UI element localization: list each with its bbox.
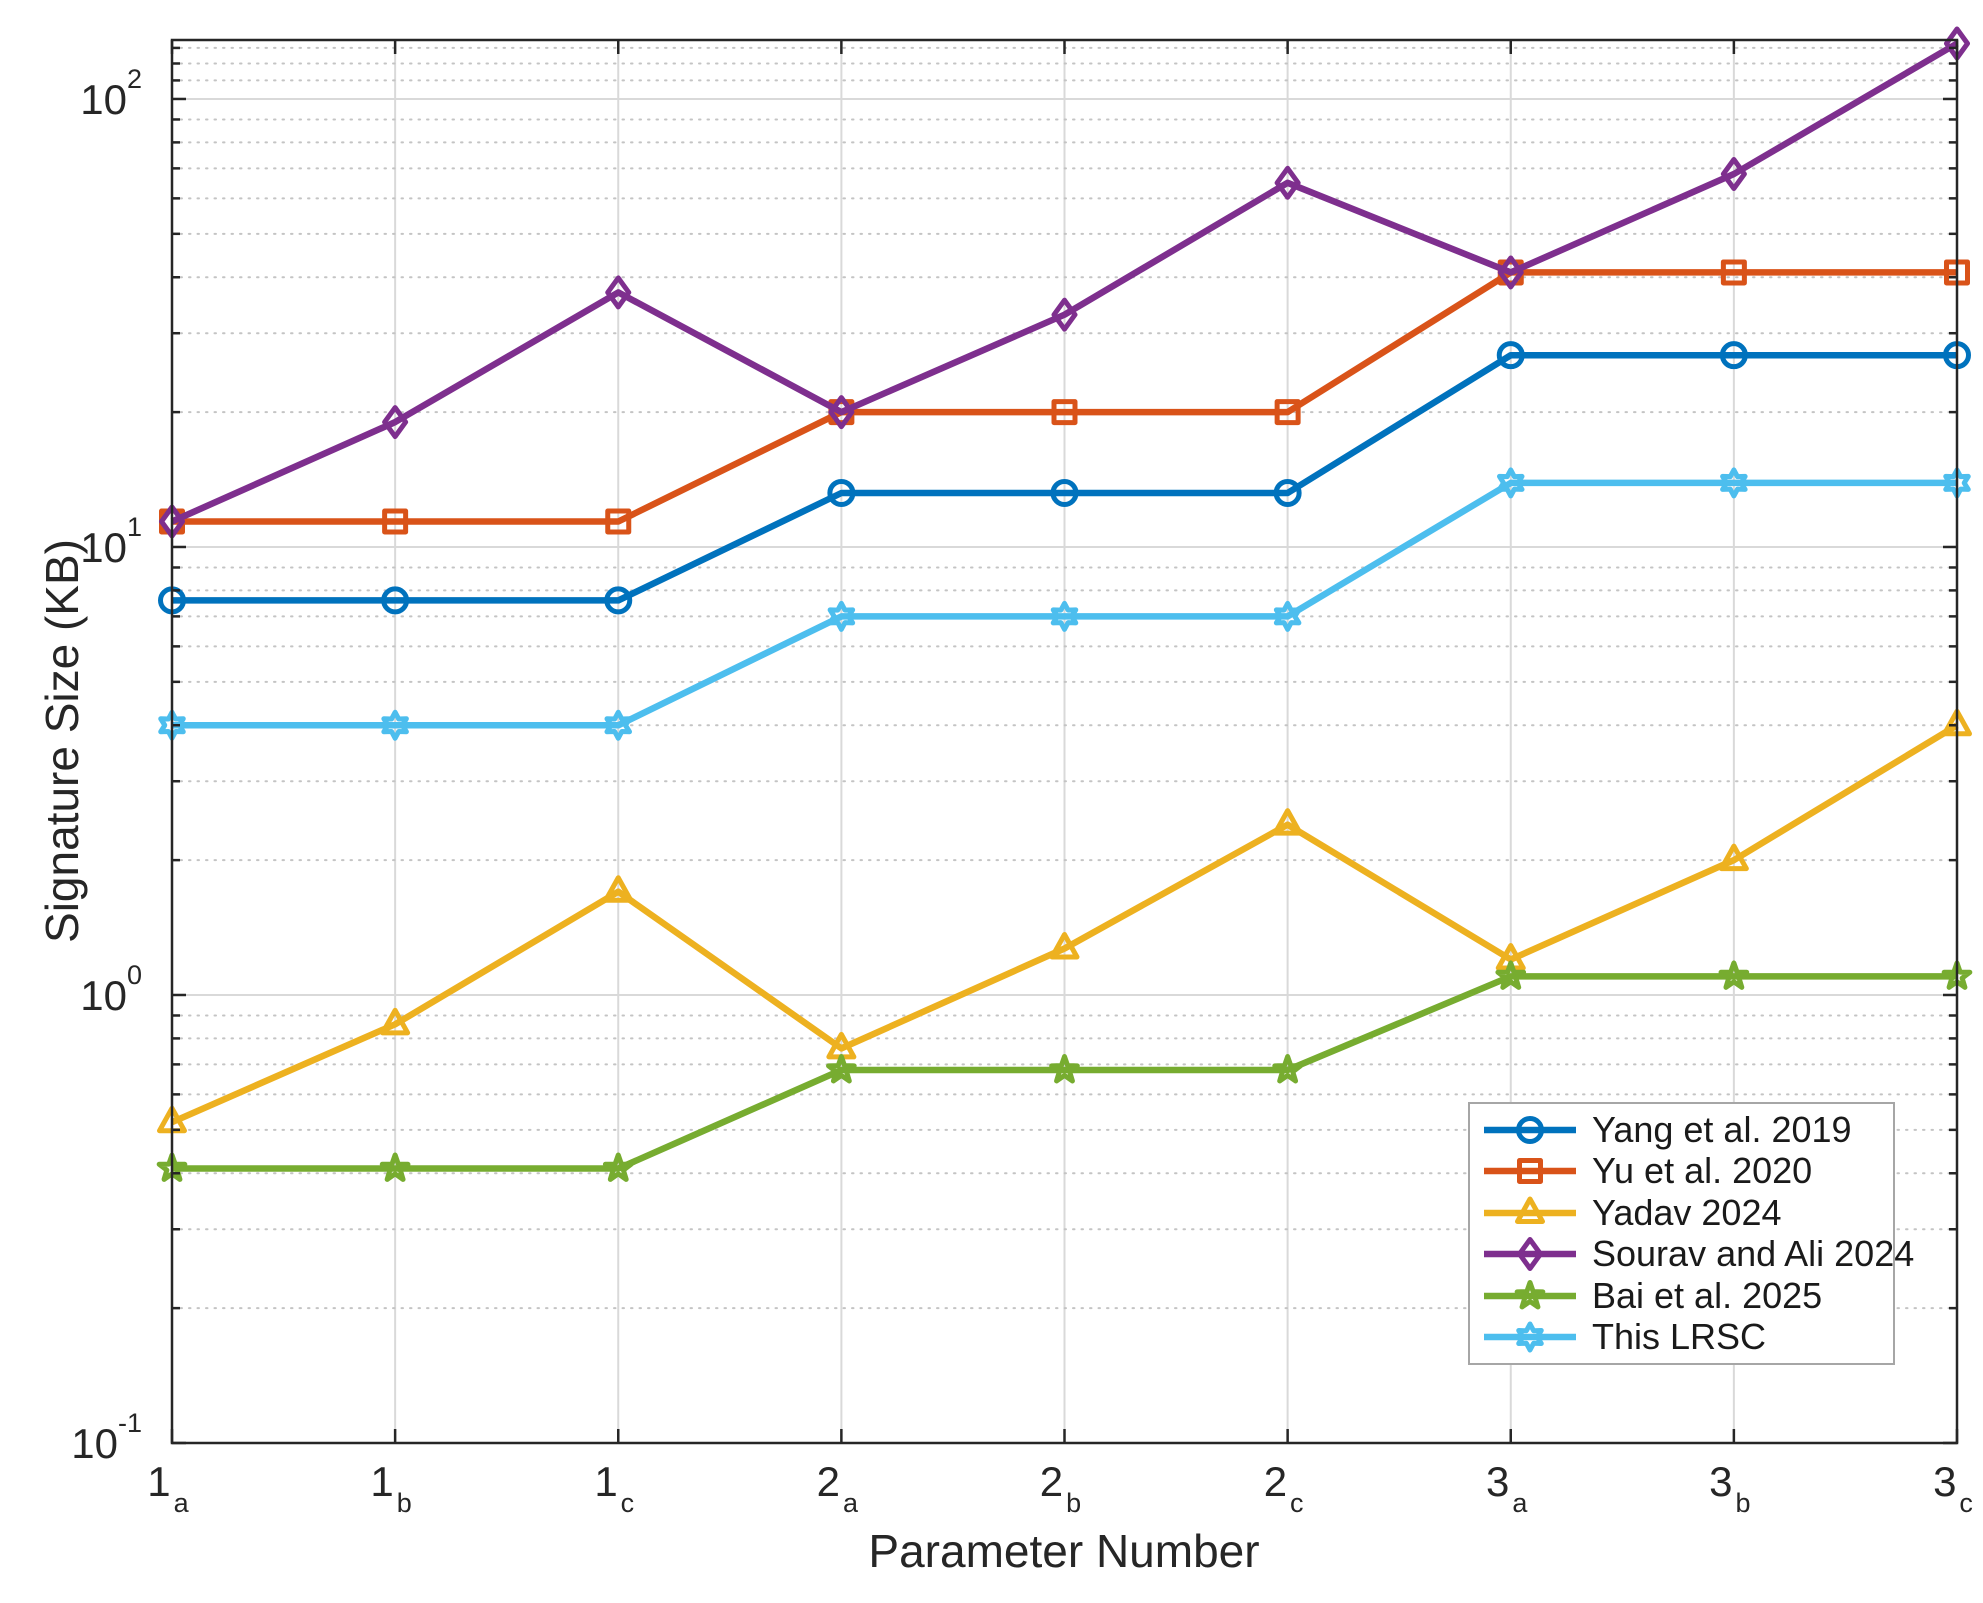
circle-marker bbox=[827, 478, 856, 507]
pentagram-marker bbox=[379, 1152, 411, 1182]
legend-label: Yang et al. 2019 bbox=[1592, 1108, 1852, 1150]
hexagram-marker bbox=[1496, 467, 1525, 499]
triangle-marker bbox=[1049, 931, 1080, 960]
legend-item-this-lrsc: This LRSC bbox=[1480, 1317, 1893, 1357]
legend-sample-triangle bbox=[1484, 1196, 1576, 1224]
legend-sample-hexagram bbox=[1484, 1321, 1576, 1353]
legend-item-sourav-and-ali-2024: Sourav and Ali 2024 bbox=[1480, 1234, 1914, 1274]
x-axis-label: Parameter Number bbox=[868, 1525, 1259, 1577]
pentagram-marker bbox=[826, 1054, 857, 1084]
legend-sample-pentagram bbox=[1484, 1279, 1576, 1310]
grid-lines bbox=[171, 40, 1958, 1444]
series-yang-et-al-2019 bbox=[158, 341, 1971, 615]
series-line bbox=[170, 40, 1959, 525]
square-marker bbox=[382, 508, 409, 535]
triangle-marker bbox=[1272, 808, 1303, 836]
circle-marker bbox=[1719, 341, 1748, 370]
diamond-marker bbox=[605, 275, 632, 310]
square-marker bbox=[1274, 399, 1301, 426]
series-line bbox=[172, 973, 1957, 1172]
y-tick-label: 100 bbox=[80, 960, 142, 1019]
circle-marker bbox=[604, 586, 633, 615]
diamond-marker bbox=[1720, 157, 1747, 192]
y-tick-label: 10-1 bbox=[71, 1408, 142, 1467]
square-marker bbox=[1051, 399, 1078, 426]
hexagram-marker bbox=[1050, 600, 1079, 632]
y-tick-label: 102 bbox=[80, 64, 142, 123]
hexagram-marker bbox=[1720, 467, 1748, 499]
legend-sample-circle bbox=[1484, 1115, 1576, 1144]
legend-item-yu-et-al-2020: Yu et al. 2020 bbox=[1480, 1151, 1893, 1191]
hexagram-marker bbox=[827, 600, 856, 632]
legend-label: Yadav 2024 bbox=[1592, 1191, 1782, 1233]
legend-label: Bai et al. 2025 bbox=[1592, 1274, 1823, 1316]
circle-marker bbox=[1273, 478, 1302, 507]
diamond-marker bbox=[1051, 297, 1078, 332]
series-sourav-and-ali-2024 bbox=[159, 26, 1970, 539]
series-yu-et-al-2020 bbox=[159, 259, 1970, 535]
y-tick-label: 101 bbox=[80, 512, 142, 571]
triangle-marker bbox=[1515, 1196, 1545, 1224]
hexagram-marker bbox=[604, 709, 633, 741]
legend-item-bai-et-al-2025: Bai et al. 2025 bbox=[1480, 1276, 1893, 1316]
series-line bbox=[172, 479, 1957, 729]
square-marker bbox=[605, 508, 632, 535]
legend-box: Yang et al. 2019 Yu et al. 2020 Yadav 2024… bbox=[1468, 1102, 1914, 1365]
triangle-marker bbox=[380, 1007, 411, 1036]
circle-marker bbox=[1496, 341, 1525, 370]
series-line bbox=[172, 351, 1957, 604]
pentagram-marker bbox=[1049, 1054, 1080, 1084]
legend-label: This LRSC bbox=[1592, 1316, 1767, 1358]
legend-item-yadav-2024: Yadav 2024 bbox=[1480, 1193, 1893, 1233]
diamond-marker bbox=[382, 405, 409, 440]
series-line bbox=[170, 722, 1959, 1126]
pentagram-marker bbox=[1514, 1279, 1546, 1310]
square-marker bbox=[1517, 1158, 1543, 1185]
diamond-marker bbox=[1497, 255, 1524, 290]
legend-sample-diamond bbox=[1484, 1237, 1576, 1272]
legend-label: Sourav and Ali 2024 bbox=[1592, 1233, 1915, 1275]
pentagram-marker bbox=[1718, 960, 1750, 990]
series-this-lrsc bbox=[158, 467, 1971, 741]
hexagram-marker bbox=[381, 709, 409, 741]
square-marker bbox=[1720, 259, 1747, 286]
axes bbox=[170, 38, 1959, 1445]
hexagram-marker bbox=[1516, 1321, 1544, 1353]
circle-marker bbox=[1516, 1115, 1544, 1144]
data-series bbox=[156, 26, 1973, 1182]
legend-label: Yu et al. 2020 bbox=[1592, 1150, 1813, 1192]
series-yadav-2024 bbox=[157, 708, 1972, 1134]
pentagram-marker bbox=[602, 1152, 634, 1182]
circle-marker bbox=[1050, 478, 1079, 507]
triangle-marker bbox=[1718, 843, 1749, 872]
triangle-marker bbox=[603, 875, 634, 903]
hexagram-marker bbox=[1273, 600, 1302, 632]
diamond-marker bbox=[828, 395, 855, 430]
circle-marker bbox=[381, 586, 410, 615]
diamond-marker bbox=[1517, 1237, 1543, 1272]
series-line bbox=[172, 269, 1957, 525]
pentagram-marker bbox=[1495, 960, 1527, 990]
legend-item-yang-et-al-2019: Yang et al. 2019 bbox=[1480, 1110, 1893, 1150]
y-axis-label: Signature Size (KB) bbox=[36, 539, 88, 943]
pentagram-marker bbox=[1272, 1054, 1303, 1084]
legend-sample-square bbox=[1484, 1158, 1576, 1185]
diamond-marker bbox=[1274, 165, 1301, 200]
